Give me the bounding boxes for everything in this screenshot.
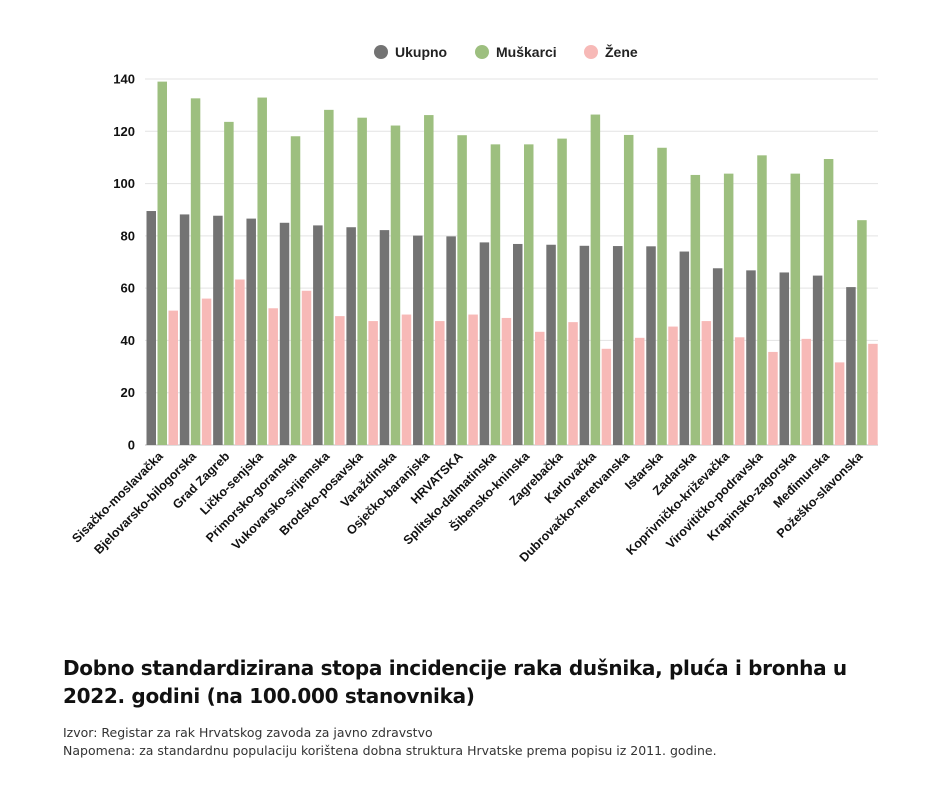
bar-žene-8 xyxy=(435,321,445,445)
y-tick-label: 100 xyxy=(113,176,135,191)
legend-marker-0 xyxy=(374,45,388,59)
bar-muškarci-2 xyxy=(224,121,234,446)
bar-ukupno-13 xyxy=(579,245,590,445)
legend: Ukupno Muškarci Žene xyxy=(374,43,638,60)
bar-chart: Ukupno Muškarci Žene 0 20 40 60 80 100 120 140 Si… xyxy=(69,43,878,565)
bar-žene-16 xyxy=(701,321,712,445)
chart-caption: Dobno standardizirana stopa incidencije … xyxy=(63,654,903,710)
y-tick-label: 40 xyxy=(121,333,135,348)
bar-ukupno-15 xyxy=(646,246,656,445)
bar-muškarci-5 xyxy=(324,109,334,445)
bar-muškarci-19 xyxy=(790,173,801,445)
legend-marker-1 xyxy=(475,45,489,59)
legend-marker-2 xyxy=(584,45,598,59)
bar-ukupno-11 xyxy=(513,243,523,445)
bar-žene-19 xyxy=(801,338,812,445)
y-tick-label: 80 xyxy=(121,228,135,243)
bar-ukupno-2 xyxy=(213,215,223,445)
y-tick-label: 140 xyxy=(113,72,135,87)
bar-muškarci-11 xyxy=(524,144,534,445)
bar-ukupno-6 xyxy=(346,227,356,445)
bar-žene-11 xyxy=(535,331,545,445)
bar-muškarci-14 xyxy=(623,134,634,445)
bar-žene-9 xyxy=(468,314,478,445)
bar-ukupno-17 xyxy=(712,268,723,445)
bar-muškarci-12 xyxy=(557,138,567,445)
bar-ukupno-4 xyxy=(279,222,290,445)
bar-žene-4 xyxy=(301,290,312,445)
bar-žene-5 xyxy=(335,316,345,445)
y-tick-label: 20 xyxy=(121,385,135,400)
bar-ukupno-18 xyxy=(746,270,756,445)
gridlines xyxy=(145,78,878,446)
bars xyxy=(146,81,878,446)
y-tick-label: 120 xyxy=(113,124,135,139)
bar-ukupno-3 xyxy=(246,218,256,445)
bar-žene-2 xyxy=(235,279,245,445)
bar-ukupno-5 xyxy=(313,225,323,445)
methodology-note: Napomena: za standardnu populaciju koriš… xyxy=(63,743,717,758)
bar-ukupno-20 xyxy=(812,275,823,445)
bar-muškarci-20 xyxy=(823,158,834,446)
bar-ukupno-8 xyxy=(413,235,423,445)
bar-žene-15 xyxy=(668,326,678,445)
bar-žene-17 xyxy=(734,337,745,445)
bar-ukupno-9 xyxy=(446,236,456,445)
bar-ukupno-0 xyxy=(146,211,156,445)
bar-muškarci-6 xyxy=(357,117,367,445)
bar-ukupno-21 xyxy=(846,287,856,445)
bar-ukupno-19 xyxy=(779,272,790,445)
y-tick-label: 0 xyxy=(128,438,135,453)
y-axis: 0 20 40 60 80 100 120 140 xyxy=(113,72,135,453)
bar-muškarci-18 xyxy=(757,155,767,445)
bar-žene-12 xyxy=(568,322,578,445)
bar-žene-18 xyxy=(768,351,778,445)
bar-žene-13 xyxy=(601,348,612,445)
bar-muškarci-15 xyxy=(657,147,667,445)
bar-žene-7 xyxy=(401,314,412,445)
bar-žene-14 xyxy=(634,337,645,445)
y-tick-label: 60 xyxy=(121,281,135,296)
bar-muškarci-16 xyxy=(690,174,701,446)
bar-muškarci-17 xyxy=(723,173,734,445)
bar-žene-21 xyxy=(868,343,878,445)
bar-muškarci-1 xyxy=(190,98,201,446)
bar-muškarci-7 xyxy=(390,125,401,445)
legend-label-0: Ukupno xyxy=(395,44,447,60)
bar-muškarci-13 xyxy=(590,114,601,445)
bar-ukupno-1 xyxy=(179,214,190,445)
bar-muškarci-21 xyxy=(857,220,867,445)
legend-label-1: Muškarci xyxy=(496,44,557,60)
bar-ukupno-16 xyxy=(679,251,690,445)
bar-muškarci-0 xyxy=(157,81,167,445)
bar-žene-20 xyxy=(834,362,845,445)
bar-žene-6 xyxy=(368,321,378,445)
bar-ukupno-14 xyxy=(612,246,623,445)
bar-žene-3 xyxy=(268,308,278,445)
bar-ukupno-12 xyxy=(546,244,556,445)
bar-ukupno-7 xyxy=(379,230,390,445)
bar-žene-1 xyxy=(201,298,212,445)
legend-label-2: Žene xyxy=(605,43,638,60)
x-axis: Sisačko-moslavačkaBjelovarsko-bilogorska… xyxy=(69,448,866,565)
source-note: Izvor: Registar za rak Hrvatskog zavoda … xyxy=(63,725,433,740)
bar-muškarci-3 xyxy=(257,97,267,445)
bar-muškarci-9 xyxy=(457,135,467,445)
chart-notes: Izvor: Registar za rak Hrvatskog zavoda … xyxy=(63,724,717,760)
bar-žene-10 xyxy=(501,317,512,445)
chart-title: Dobno standardizirana stopa incidencije … xyxy=(63,656,847,708)
bar-muškarci-4 xyxy=(290,136,301,445)
bar-muškarci-8 xyxy=(424,115,434,445)
bar-ukupno-10 xyxy=(479,242,490,445)
bar-žene-0 xyxy=(168,310,178,445)
bar-muškarci-10 xyxy=(490,144,501,445)
